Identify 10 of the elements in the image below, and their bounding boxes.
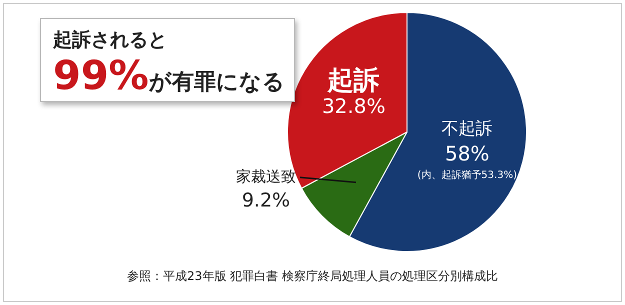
- text: 起訴されると: [53, 28, 168, 53]
- data-label: 9.2%: [242, 189, 290, 212]
- slice-label: 不起訴: [442, 118, 493, 139]
- text: (内、起訴猶予53.3%): [417, 169, 518, 182]
- slice-label: 家裁送致: [236, 167, 296, 186]
- slice-label: 起訴: [326, 66, 380, 96]
- data-label: 32.8%: [322, 94, 386, 118]
- text: 参照：平成23年版 犯罪白書 検察庁終局処理人員の処理区分別構成比: [126, 268, 499, 285]
- data-label: 58%: [444, 142, 490, 166]
- text: 99%が有罪になる: [53, 53, 285, 99]
